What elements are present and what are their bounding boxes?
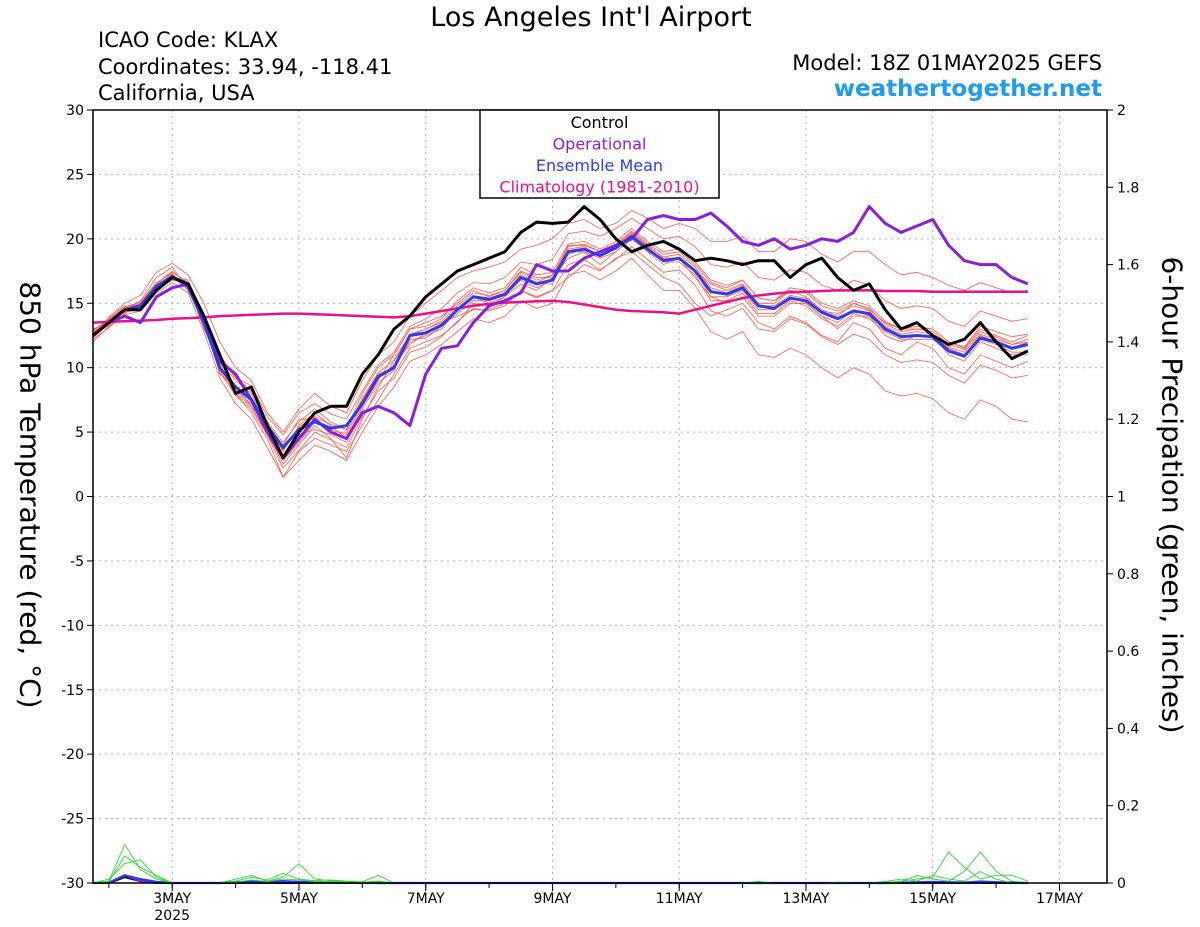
coordinates: Coordinates: 33.94, -118.41 (98, 55, 393, 79)
legend-entry: Ensemble Mean (536, 156, 663, 175)
series-line-climatology (92, 289, 1028, 324)
ensemble-member-line (92, 251, 1028, 466)
legend-entry: Operational (553, 135, 647, 154)
precip-line (92, 843, 1028, 884)
x-tick-label: 3MAY (153, 891, 191, 907)
series-line-ensemble (92, 234, 1029, 449)
y2-tick-label: 0.4 (1117, 721, 1139, 737)
series-line-operational (92, 205, 1029, 460)
x-tick-label: 15MAY (909, 891, 956, 907)
x-tick-label: 5MAY (280, 891, 318, 907)
y-tick-label: 25 (66, 167, 84, 183)
y-tick-label: -25 (61, 812, 84, 828)
x-tick-sublabel: 2025 (154, 908, 190, 924)
x-tick-label: 11MAY (656, 891, 703, 907)
y-tick-label: -20 (61, 747, 84, 763)
legend-box (479, 109, 720, 199)
ensemble-member-line (92, 233, 1028, 462)
y2-tick-label: 1.6 (1117, 258, 1139, 274)
chart-title: Los Angeles Int'l Airport (430, 2, 752, 33)
series-line-control (92, 205, 1029, 460)
ensemble-member-line (92, 246, 1028, 469)
x-tick-label: 13MAY (783, 891, 830, 907)
y2-tick-label: 1.2 (1117, 412, 1139, 428)
y2-tick-label: 0 (1117, 876, 1126, 892)
y-tick-label: -10 (61, 618, 84, 634)
ensemble-member-line (92, 238, 1028, 479)
y-tick-label: -30 (61, 876, 84, 892)
model-run: Model: 18Z 01MAY2025 GEFS (792, 51, 1102, 75)
legend-entry: Control (571, 113, 629, 132)
y-tick-label: 5 (75, 425, 84, 441)
main-series (92, 205, 1029, 460)
icao-code: ICAO Code: KLAX (98, 28, 279, 52)
y2-tick-label: 0.8 (1117, 567, 1139, 583)
y-tick-label: 0 (75, 490, 84, 506)
precip-line (92, 851, 1028, 884)
ensemble-members (92, 210, 1028, 479)
precip-line (92, 874, 1028, 885)
y2-tick-label: 2 (1117, 103, 1126, 119)
ensemble-member-line (92, 210, 1028, 433)
y2-tick-label: 1 (1117, 490, 1126, 506)
x-tick-label: 9MAY (533, 891, 571, 907)
legend: Control Operational Ensemble Mean Climatolo… (479, 109, 720, 199)
y-tick-label: -5 (70, 554, 84, 570)
y2-tick-label: 1.8 (1117, 180, 1139, 196)
y-tick-label: 30 (66, 103, 84, 119)
legend-entry: Climatology (1981-2010) (499, 178, 699, 197)
plot-frame (92, 109, 1108, 884)
ensemble-member-line (92, 235, 1028, 457)
grid-lines (93, 110, 1107, 883)
y2-tick-label: 0.2 (1117, 799, 1139, 815)
x-tick-label: 17MAY (1036, 891, 1083, 907)
y2-tick-label: 1.4 (1117, 335, 1139, 351)
precip-series (92, 843, 1028, 885)
y-tick-label: 10 (66, 361, 84, 377)
ensemble-member-line (92, 257, 1028, 478)
y-tick-label: 15 (66, 296, 84, 312)
y-tick-label: 20 (66, 232, 84, 248)
y-tick-label: -15 (61, 683, 84, 699)
axes: 302520151050-5-10-15-20-25-3021.81.61.41… (61, 103, 1139, 924)
site-link[interactable]: weathertogether.net (833, 76, 1102, 102)
region: California, USA (98, 81, 255, 105)
y2-tick-label: 0.6 (1117, 644, 1139, 660)
x-tick-label: 7MAY (407, 891, 445, 907)
ensemble-member-line (92, 217, 1028, 436)
